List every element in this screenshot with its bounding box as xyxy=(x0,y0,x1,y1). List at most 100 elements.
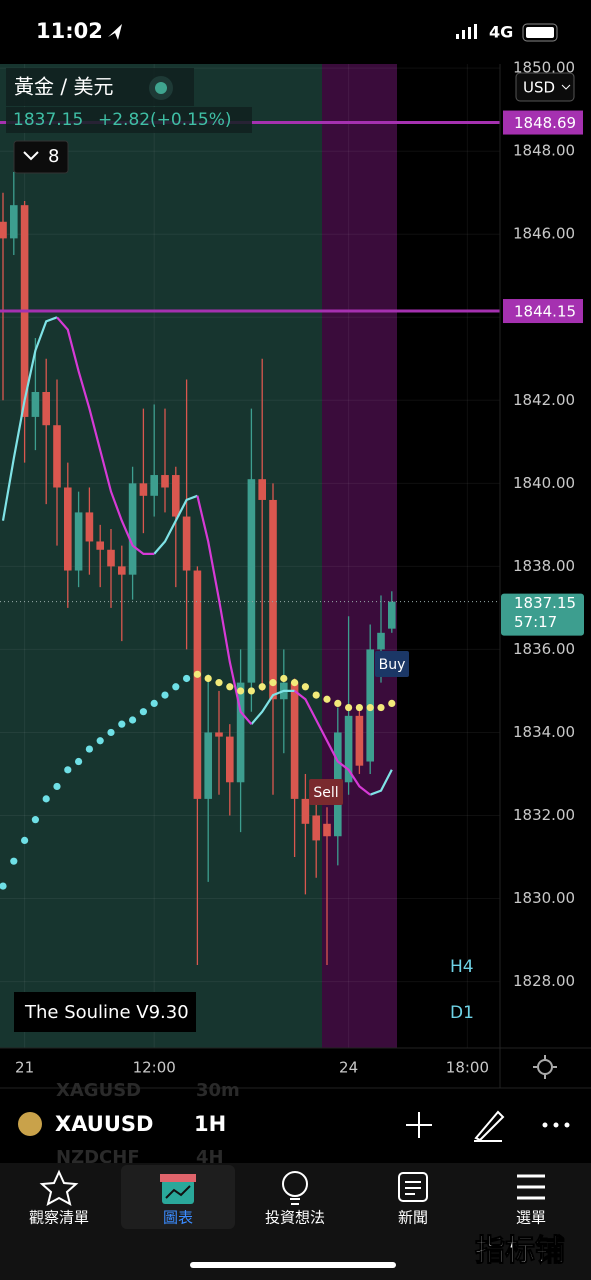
session-zone xyxy=(0,64,322,1048)
indicator-dot xyxy=(85,745,93,753)
timeframe-button[interactable]: D1 xyxy=(450,1003,474,1023)
y-tick-label: 1838.00 xyxy=(513,557,575,575)
candle-body xyxy=(42,392,50,426)
candle-body xyxy=(377,632,385,650)
candle-body xyxy=(215,732,223,737)
indicator-dot xyxy=(323,695,331,703)
candle-body xyxy=(31,392,40,417)
tab-label[interactable]: 新聞 xyxy=(398,1209,428,1227)
candle-body xyxy=(64,487,72,571)
indicator-dot xyxy=(345,703,353,712)
level-label: 1844.15 xyxy=(514,303,576,321)
indicator-dot xyxy=(139,708,147,716)
change: +2.82 xyxy=(98,110,150,130)
tab-label[interactable]: 投資想法 xyxy=(265,1209,325,1227)
indicator-dot xyxy=(0,882,7,890)
candle-body xyxy=(128,483,137,575)
y-tick-label: 1850.00 xyxy=(513,59,575,77)
indicator-dot xyxy=(64,766,72,774)
tab-icon xyxy=(398,1172,428,1202)
signal-label-bg xyxy=(309,779,343,805)
tab-icon xyxy=(517,1174,545,1200)
battery-level xyxy=(526,27,554,38)
candle-body xyxy=(118,566,126,575)
candle-body xyxy=(301,798,310,824)
y-tick-label: 1842.00 xyxy=(513,391,575,409)
settings-icon[interactable] xyxy=(533,1055,557,1079)
indicator-dot xyxy=(258,683,266,691)
y-tick-label: 1828.00 xyxy=(513,972,575,990)
x-tick-label: 21 xyxy=(15,1059,34,1077)
x-tick-label: 24 xyxy=(339,1059,358,1077)
candle-body xyxy=(193,570,202,799)
candle-body xyxy=(247,479,256,683)
indicator-dot xyxy=(366,703,374,712)
toolbar-symbol[interactable]: XAUUSD xyxy=(55,1112,153,1136)
indicator-dot xyxy=(355,703,363,712)
more-button[interactable] xyxy=(542,1122,570,1128)
candle-body xyxy=(150,475,158,496)
indicator-toggle[interactable] xyxy=(13,140,69,174)
ghost-text: XAGUSD xyxy=(56,1080,141,1101)
indicator-dot xyxy=(161,691,169,699)
indicator-dot xyxy=(96,737,104,745)
y-tick-label: 1834.00 xyxy=(513,723,575,741)
change-pct: (+0.15%) xyxy=(150,110,232,130)
currency: USD xyxy=(523,79,555,97)
indicator-dot xyxy=(377,703,385,712)
candle-body xyxy=(107,549,115,567)
tab-label[interactable]: 圖表 xyxy=(163,1209,193,1227)
indicator-dot xyxy=(42,795,50,803)
indicator-dot xyxy=(107,728,115,737)
indicator-dot xyxy=(215,679,223,687)
candle-body xyxy=(344,715,353,783)
tab-icon xyxy=(160,1174,196,1204)
tab-label[interactable]: 觀察清單 xyxy=(29,1209,89,1227)
candle-body xyxy=(290,682,299,799)
candle-body xyxy=(85,512,94,542)
indicator-dot xyxy=(388,699,396,707)
y-tick-label: 1846.00 xyxy=(513,225,575,243)
y-tick-label: 1848.00 xyxy=(513,142,575,160)
signal-icon xyxy=(456,24,477,39)
indicator-dot xyxy=(312,691,320,699)
indicator-dot xyxy=(118,720,126,728)
indicator-dot xyxy=(193,670,201,678)
candle-body xyxy=(226,736,234,783)
candle-body xyxy=(182,516,191,571)
y-tick-label: 1840.00 xyxy=(513,474,575,492)
candle-body xyxy=(10,205,18,239)
draw-button[interactable] xyxy=(474,1110,505,1142)
indicator-dot xyxy=(172,683,180,691)
indicator-dot xyxy=(31,816,39,824)
location-icon xyxy=(108,24,122,40)
chart: 1828.00 1830.00 1832.00 1834.00 1836.00 1838.… xyxy=(0,59,584,1077)
indicator-dot xyxy=(75,757,83,766)
toolbar-interval[interactable]: 1H xyxy=(194,1112,226,1136)
level-label-bg xyxy=(503,110,583,135)
candle-body xyxy=(355,715,364,766)
currency-chevron xyxy=(561,84,571,90)
currency-button[interactable] xyxy=(515,72,575,102)
tab-label[interactable]: 選單 xyxy=(516,1209,546,1227)
add-button[interactable] xyxy=(406,1112,432,1138)
indicator-line xyxy=(56,316,371,796)
indicator-dot xyxy=(269,679,277,687)
y-tick-label: 1832.00 xyxy=(513,806,575,824)
y-tick-label: 1836.00 xyxy=(513,640,575,658)
timeframe-button[interactable]: H4 xyxy=(450,957,474,977)
battery xyxy=(522,23,558,42)
level-label-bg xyxy=(503,299,583,324)
indicator-count: 8 xyxy=(48,146,59,167)
candle-body xyxy=(388,601,396,629)
candle-body xyxy=(74,512,83,571)
indicator-dot xyxy=(21,836,29,845)
watermark: 指标铺 xyxy=(475,1234,565,1269)
chevron xyxy=(23,151,39,161)
symbol-name[interactable]: 黃金 / 美元 xyxy=(14,75,113,99)
ghost-text: NZDCHF xyxy=(56,1147,140,1168)
indicator-dot xyxy=(53,782,61,791)
last-price-timer: 57:17 xyxy=(514,613,557,631)
